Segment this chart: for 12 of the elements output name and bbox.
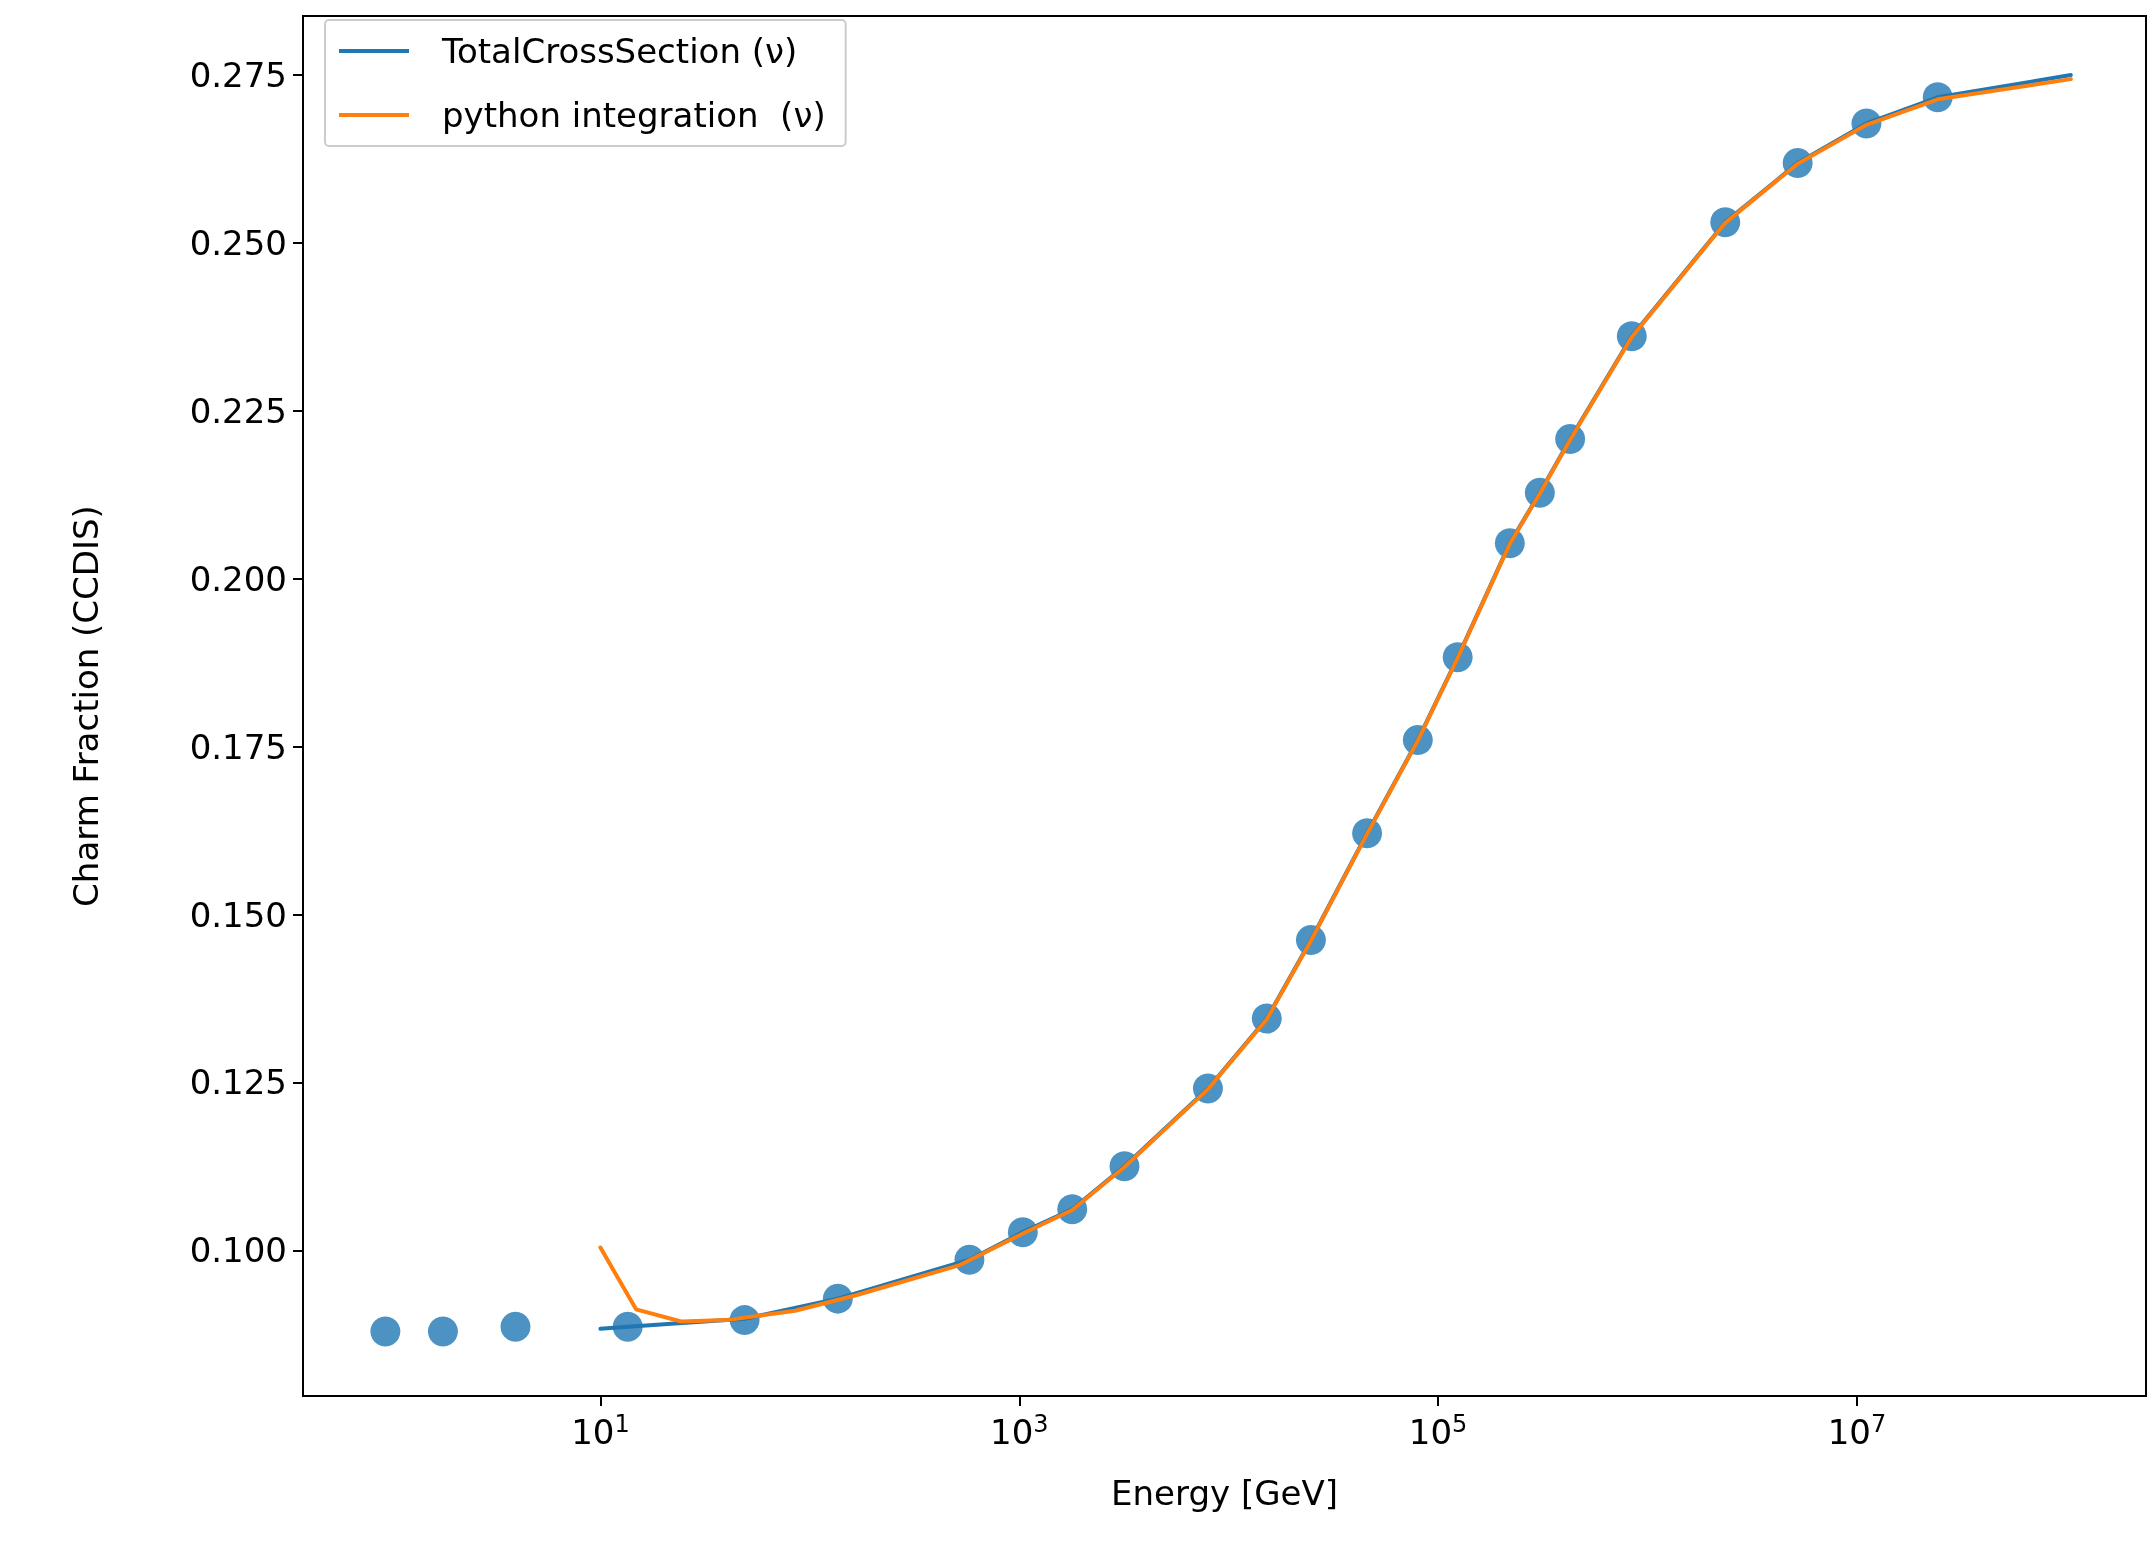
y-tick-label: 0.200 [189,558,287,599]
y-tick-label: 0.225 [189,390,287,431]
y-tick-label: 0.150 [189,894,287,935]
legend-label: TotalCrossSection (ν) [441,31,798,71]
x-axis-title: Energy [GeV] [1111,1473,1338,1513]
legend-label: python integration (ν) [442,95,826,135]
y-axis-title: Charm Fraction (CCDIS) [66,505,106,907]
y-tick-label: 0.125 [189,1062,287,1103]
y-tick-label: 0.175 [189,726,287,767]
y-tick-label: 0.100 [189,1230,287,1271]
y-tick-label: 0.275 [189,55,287,96]
y-tick-label: 0.250 [189,222,287,263]
